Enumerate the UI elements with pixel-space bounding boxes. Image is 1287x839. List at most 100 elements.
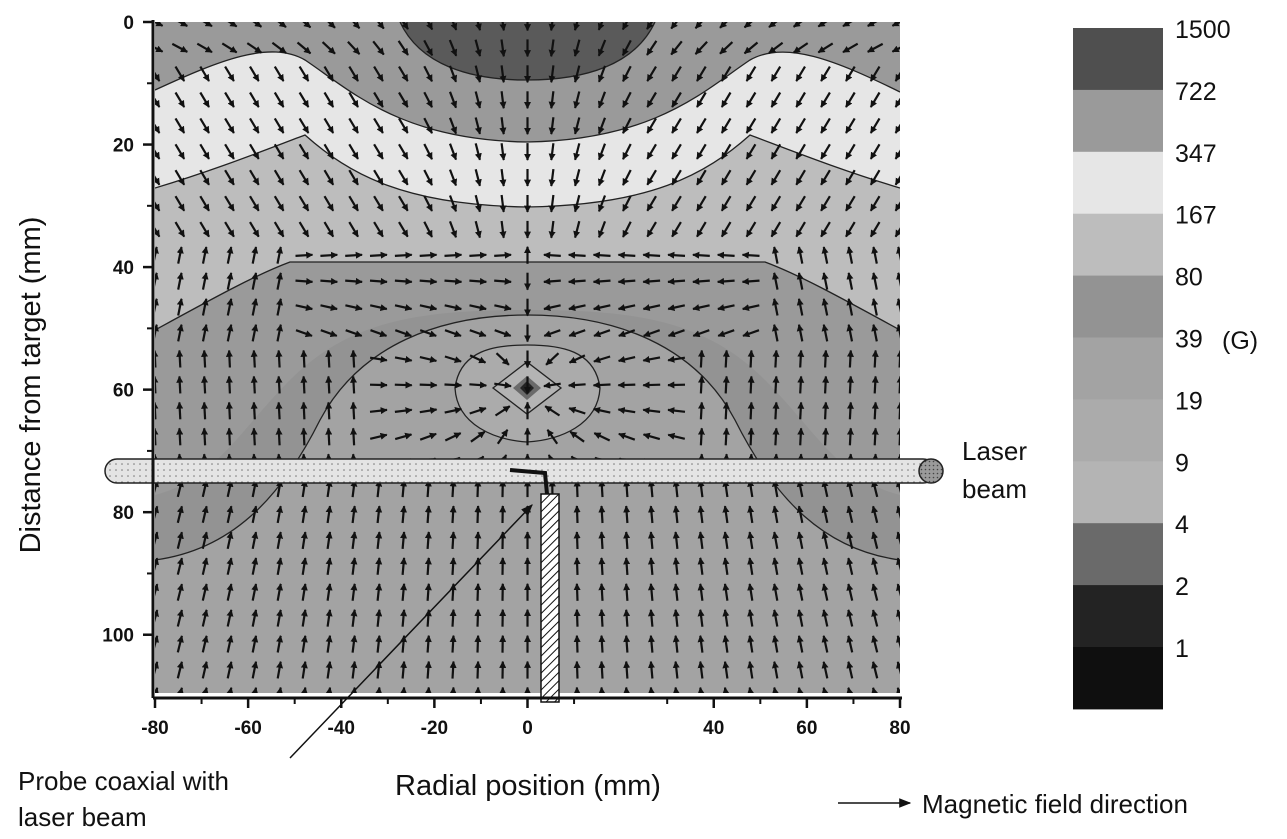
field-arrow <box>894 123 900 134</box>
field-arrow <box>772 401 780 420</box>
field-arrow <box>896 324 900 339</box>
y-axis-ticks: 0 20 40 60 80 100 <box>102 13 153 647</box>
field-arrow <box>820 169 831 186</box>
field-arrow <box>720 66 732 82</box>
field-arrow <box>747 427 755 446</box>
field-arrow <box>494 329 512 338</box>
field-arrow <box>249 221 260 238</box>
field-arrow <box>499 168 507 187</box>
field-arrow <box>224 66 235 82</box>
field-arrow <box>419 407 438 414</box>
field-arrow <box>174 117 186 134</box>
field-arrow <box>155 22 164 27</box>
y-tick-label: 80 <box>113 503 134 524</box>
field-arrow <box>295 251 314 259</box>
field-arrow <box>273 221 285 238</box>
field-arrow <box>670 40 683 56</box>
colorbar-label: 347 <box>1175 140 1217 168</box>
field-arrow <box>375 531 383 550</box>
field-arrow <box>424 686 432 696</box>
field-arrow <box>201 635 209 653</box>
field-arrow <box>842 22 853 28</box>
field-arrow <box>747 401 755 420</box>
field-arrow <box>350 660 358 679</box>
field-arrow <box>499 117 507 135</box>
field-arrow <box>398 195 409 212</box>
field-arrow <box>419 432 437 441</box>
field-arrow <box>820 143 831 160</box>
field-arrow <box>276 272 284 290</box>
field-arrow <box>597 65 607 83</box>
colorbar-swatch <box>1073 523 1163 586</box>
field-arrow <box>573 583 581 601</box>
field-arrow <box>273 195 285 212</box>
field-arrow <box>494 304 512 312</box>
field-arrow <box>747 686 755 696</box>
field-arrow <box>567 251 586 259</box>
field-arrow <box>249 143 260 160</box>
field-arrow <box>348 195 359 212</box>
field-arrow <box>369 304 388 312</box>
field-arrow <box>646 195 657 212</box>
field-arrow <box>771 557 779 575</box>
field-arrow <box>796 324 804 342</box>
field-arrow <box>623 557 631 575</box>
field-arrow <box>796 635 804 653</box>
field-arrow <box>273 91 285 108</box>
field-arrow <box>345 251 363 259</box>
colorbar-swatch <box>1073 399 1163 462</box>
field-arrow <box>747 583 755 601</box>
field-arrow <box>869 143 881 160</box>
field-arrow <box>226 557 234 575</box>
field-arrow <box>722 686 730 696</box>
field-arrow <box>697 531 705 550</box>
field-arrow <box>722 375 730 394</box>
field-arrow <box>474 220 482 239</box>
field-arrow <box>618 329 636 338</box>
field-arrow <box>593 355 611 363</box>
field-arrow <box>196 42 213 54</box>
field-arrow <box>795 143 806 160</box>
field-arrow <box>573 91 581 109</box>
x-tick-label: 60 <box>796 718 817 739</box>
field-arrow <box>545 352 560 366</box>
field-arrow <box>696 66 707 82</box>
field-arrow <box>720 221 732 238</box>
field-arrow <box>646 66 657 82</box>
field-arrow <box>350 609 358 627</box>
field-arrow <box>155 349 159 368</box>
field-arrow <box>573 143 581 161</box>
field-arrow <box>621 39 632 57</box>
field-arrow <box>623 609 631 627</box>
field-arrow <box>155 272 159 287</box>
field-arrow <box>155 427 159 446</box>
field-arrow <box>201 324 209 342</box>
field-arrow <box>745 169 757 186</box>
field-arrow <box>372 40 385 56</box>
field-arrow <box>771 661 779 679</box>
field-arrow <box>722 557 730 575</box>
field-arrow <box>250 375 258 394</box>
field-arrow <box>846 324 854 342</box>
field-arrow <box>597 39 607 57</box>
field-arrow <box>722 583 730 601</box>
field-arrow <box>871 375 879 394</box>
field-arrow <box>696 169 707 186</box>
field-arrow <box>646 22 654 30</box>
field-arrow <box>174 221 186 238</box>
field-arrow <box>499 65 507 83</box>
field-arrow <box>797 401 805 420</box>
field-arrow <box>896 635 900 649</box>
field-arrow <box>592 277 611 285</box>
field-arrow <box>176 349 184 368</box>
field-arrow <box>373 117 384 134</box>
field-arrow <box>348 91 359 108</box>
field-arrow <box>896 401 900 420</box>
field-arrow <box>423 143 433 160</box>
field-arrow <box>742 304 760 312</box>
field-arrow <box>771 686 779 696</box>
field-arrow <box>273 169 285 186</box>
field-arrow <box>817 22 828 28</box>
field-arrow <box>846 609 854 627</box>
field-arrow <box>474 169 482 187</box>
